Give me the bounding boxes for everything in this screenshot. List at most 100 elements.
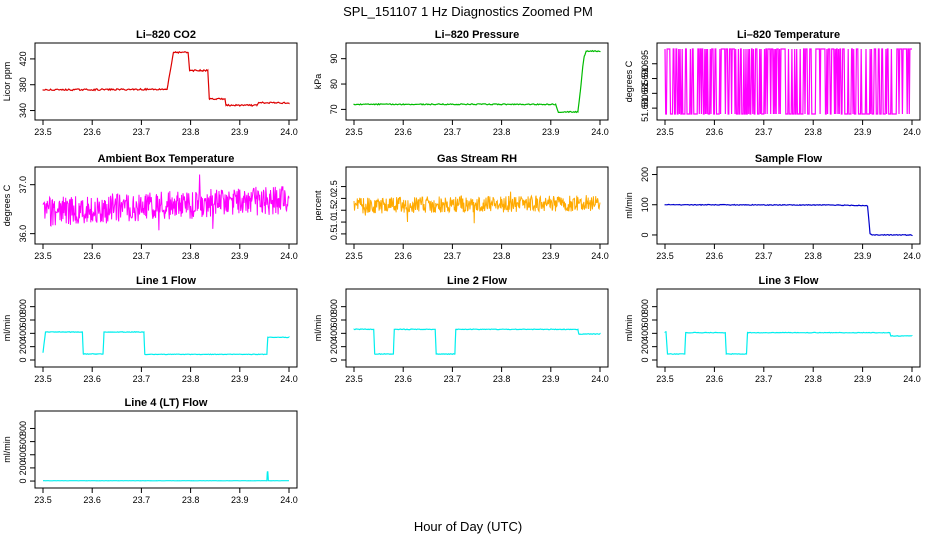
x-tick-label: 23.8 xyxy=(493,251,511,261)
plot-frame xyxy=(656,42,921,121)
y-tick-label: 0.5 xyxy=(329,228,339,241)
y-axis-label: percent xyxy=(313,190,323,221)
series-line xyxy=(353,191,601,224)
x-tick-label: 23.6 xyxy=(394,251,412,261)
chart-panel-1: Li–820 Pressure kPa 23.5 23.6 23.7 23.8 23.9 24… xyxy=(313,29,609,137)
plot-frame xyxy=(656,288,921,368)
x-tick-label: 23.5 xyxy=(656,251,674,261)
y-tick-label: 80 xyxy=(329,79,339,89)
y-tick-label: 1.0 xyxy=(329,216,339,229)
y-tick-label: 400 xyxy=(640,326,650,341)
y-tick-label: 90 xyxy=(329,54,339,64)
y-tick-label: 0 xyxy=(640,357,650,362)
y-tick-label: 200 xyxy=(640,339,650,354)
y-tick-label: 200 xyxy=(329,339,339,354)
x-tick-label: 23.5 xyxy=(34,251,52,261)
x-tick-label: 23.6 xyxy=(706,251,724,261)
chart-panel-4: Gas Stream RH percent 23.5 23.6 23.7 23.8 23.9… xyxy=(313,153,609,261)
x-tick-label: 23.9 xyxy=(542,251,560,261)
x-tick-label: 23.5 xyxy=(34,495,52,505)
x-tick-label: 23.9 xyxy=(231,251,249,261)
y-tick-label: 0 xyxy=(18,357,28,362)
x-tick-label: 24.0 xyxy=(280,127,298,137)
series-line xyxy=(42,174,290,231)
x-tick-label: 23.8 xyxy=(804,127,822,137)
y-tick-label: 0 xyxy=(18,479,28,484)
x-tick-label: 24.0 xyxy=(591,127,609,137)
x-tick-label: 23.7 xyxy=(133,251,151,261)
y-tick-label: 0 xyxy=(640,232,650,237)
x-tick-label: 23.9 xyxy=(854,251,872,261)
y-axis-label: degrees C xyxy=(2,184,12,226)
x-tick-label: 23.6 xyxy=(83,495,101,505)
chart-panel-2: Li–820 Temperature degrees C 23.5 23.6 23.7 2… xyxy=(624,29,921,137)
x-tick-label: 23.5 xyxy=(345,374,363,384)
plot-frame xyxy=(34,166,298,245)
x-tick-label: 23.6 xyxy=(83,251,101,261)
x-tick-label: 23.8 xyxy=(182,374,200,384)
y-tick-label: 800 xyxy=(18,421,28,436)
y-axis-label: ml/min xyxy=(2,315,12,342)
y-tick-label: 600 xyxy=(18,312,28,327)
y-tick-label: 51.680 xyxy=(640,94,650,122)
x-tick-label: 23.9 xyxy=(542,127,560,137)
x-tick-label: 23.5 xyxy=(34,127,52,137)
x-tick-label: 23.7 xyxy=(133,127,151,137)
x-tick-label: 23.9 xyxy=(542,374,560,384)
series-line xyxy=(42,50,290,107)
x-tick-label: 23.7 xyxy=(755,127,773,137)
y-tick-label: 51.695 xyxy=(640,50,650,78)
series-line xyxy=(42,331,290,356)
y-axis-label: Licor ppm xyxy=(2,62,12,102)
x-tick-label: 23.8 xyxy=(804,251,822,261)
y-tick-label: 2.0 xyxy=(329,192,339,205)
series-line xyxy=(353,328,601,355)
x-tick-label: 23.7 xyxy=(755,374,773,384)
y-tick-label: 200 xyxy=(18,339,28,354)
plot-frame xyxy=(34,410,298,489)
y-tick-label: 1.5 xyxy=(329,204,339,217)
x-tick-label: 23.6 xyxy=(394,127,412,137)
panel-title: Line 4 (LT) Flow xyxy=(125,397,208,409)
x-tick-label: 23.9 xyxy=(231,374,249,384)
y-tick-label: 600 xyxy=(329,312,339,327)
x-tick-label: 23.8 xyxy=(182,495,200,505)
x-tick-label: 24.0 xyxy=(591,374,609,384)
x-tick-label: 23.5 xyxy=(656,127,674,137)
y-tick-label: 51.690 xyxy=(640,65,650,93)
x-tick-label: 23.6 xyxy=(706,374,724,384)
plot-frame xyxy=(34,42,298,121)
panel-title: Line 3 Flow xyxy=(759,275,819,287)
y-tick-label: 800 xyxy=(18,299,28,314)
y-tick-label: 800 xyxy=(329,299,339,314)
panel-title: Line 1 Flow xyxy=(136,275,196,287)
y-tick-label: 37.0 xyxy=(18,176,28,194)
y-axis-label: ml/min xyxy=(624,315,634,342)
x-tick-label: 24.0 xyxy=(903,127,921,137)
y-tick-label: 400 xyxy=(18,326,28,341)
y-tick-label: 340 xyxy=(18,103,28,118)
x-tick-label: 23.8 xyxy=(182,127,200,137)
y-tick-label: 0 xyxy=(329,357,339,362)
plot-frame xyxy=(345,166,609,245)
y-axis-label: degrees C xyxy=(624,60,634,102)
y-tick-label: 2.5 xyxy=(329,180,339,193)
y-tick-label: 51.685 xyxy=(640,80,650,108)
y-tick-label: 800 xyxy=(640,299,650,314)
series-line xyxy=(43,471,289,482)
x-tick-label: 23.7 xyxy=(133,495,151,505)
x-tick-label: 23.5 xyxy=(345,127,363,137)
figure-title: SPL_151107 1 Hz Diagnostics Zoomed PM xyxy=(343,4,593,19)
x-tick-label: 23.5 xyxy=(656,374,674,384)
plot-frame xyxy=(345,42,609,121)
chart-panel-9: Line 4 (LT) Flow ml/min 23.5 23.6 23.7 23.8 23… xyxy=(2,397,298,505)
x-tick-label: 23.9 xyxy=(231,127,249,137)
x-tick-label: 24.0 xyxy=(903,251,921,261)
chart-panel-6: Line 1 Flow ml/min 23.5 23.6 23.7 23.8 23.9 24.… xyxy=(2,275,298,384)
x-tick-label: 23.5 xyxy=(345,251,363,261)
y-axis-label: ml/min xyxy=(313,315,323,342)
series-line xyxy=(664,203,913,237)
x-tick-label: 23.6 xyxy=(83,127,101,137)
x-tick-label: 23.6 xyxy=(394,374,412,384)
series-line xyxy=(664,331,913,356)
